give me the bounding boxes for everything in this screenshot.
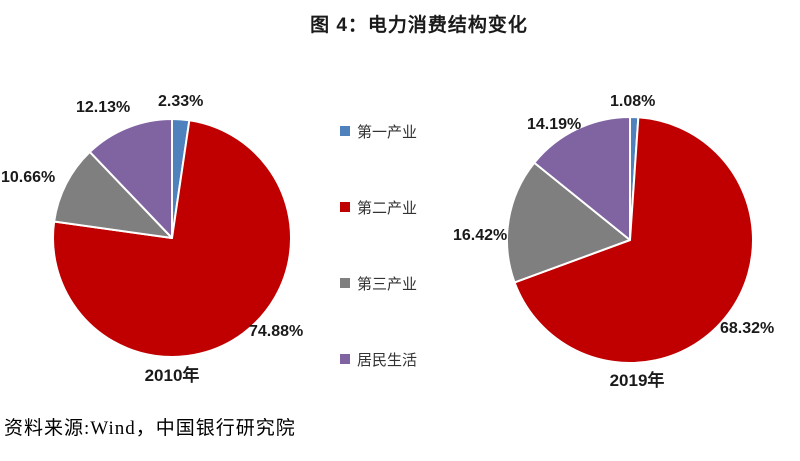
legend-item-primary-industry: 第一产业 bbox=[340, 121, 417, 141]
data-label-2019-tertiary: 16.42% bbox=[453, 227, 508, 244]
legend-swatch-icon bbox=[340, 202, 350, 212]
data-label-2010-residential: 12.13% bbox=[76, 99, 131, 116]
pie-chart-2010 bbox=[52, 117, 292, 358]
data-label-2010-primary: 2.33% bbox=[158, 93, 204, 110]
legend-item-tertiary-industry: 第三产业 bbox=[340, 273, 417, 293]
data-label-2010-secondary: 74.88% bbox=[249, 323, 304, 340]
legend-swatch-icon bbox=[340, 126, 350, 136]
pie-slice-第二产业 bbox=[513, 116, 754, 364]
pie-chart-2019 bbox=[506, 115, 754, 364]
source-note: 资料来源:Wind，中国银行研究院 bbox=[4, 418, 296, 439]
legend-item-secondary-industry: 第二产业 bbox=[340, 197, 417, 217]
pie-slice-居民生活 bbox=[88, 118, 173, 239]
legend-item-label: 第三产业 bbox=[357, 275, 418, 293]
data-label-2010-tertiary: 10.66% bbox=[1, 169, 56, 186]
legend-item-label: 居民生活 bbox=[357, 351, 418, 369]
data-label-2019-primary: 1.08% bbox=[610, 93, 656, 110]
pie-title-2019: 2019年 bbox=[609, 371, 665, 390]
pie-title-2010: 2010年 bbox=[144, 366, 200, 385]
pie-slice-第三产业 bbox=[53, 150, 173, 239]
legend-item-label: 第一产业 bbox=[357, 123, 418, 141]
legend-item-residential: 居民生活 bbox=[340, 349, 417, 369]
data-label-2019-secondary: 68.32% bbox=[720, 320, 775, 337]
legend-swatch-icon bbox=[340, 278, 350, 288]
data-label-2019-residential: 14.19% bbox=[527, 116, 582, 133]
chart-title: 图 4：电力消费结构变化 bbox=[310, 15, 528, 36]
legend-swatch-icon bbox=[340, 354, 350, 364]
pie-slice-第三产业 bbox=[506, 161, 631, 284]
legend: 第一产业 第二产业 第三产业 居民生活 bbox=[340, 0, 460, 461]
pie-slice-居民生活 bbox=[533, 116, 631, 241]
legend-item-label: 第二产业 bbox=[357, 199, 418, 217]
